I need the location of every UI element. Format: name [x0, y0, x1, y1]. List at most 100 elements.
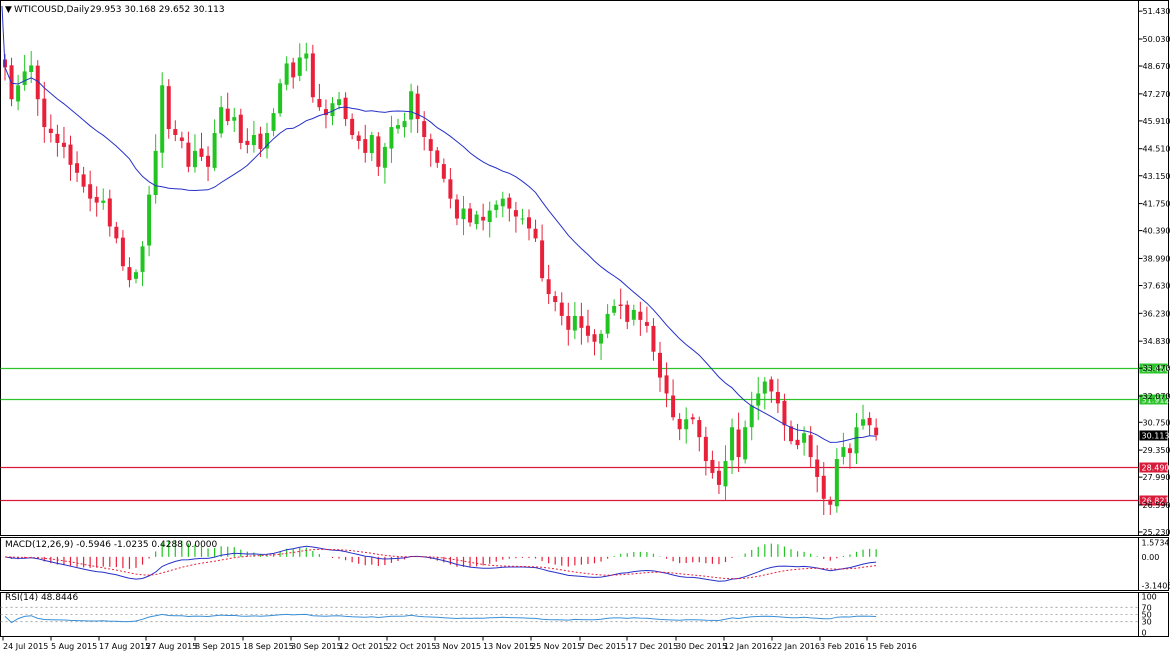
y-tick-label: 27.990 — [1143, 473, 1170, 482]
bull-candle — [612, 306, 616, 313]
bear-candle — [671, 396, 675, 418]
bull-candle — [750, 405, 754, 427]
bull-candle — [684, 419, 688, 429]
bear-candle — [619, 305, 623, 306]
bull-candle — [298, 57, 302, 75]
x-tick-label: 22 Jan 2016 — [772, 642, 820, 651]
bear-candle — [291, 62, 295, 77]
y-tick-label: 51.430 — [1143, 7, 1170, 16]
bear-candle — [422, 121, 426, 137]
bear-candle — [114, 227, 118, 239]
bull-candle — [861, 419, 865, 425]
menu-triangle-icon[interactable]: ▼ — [5, 5, 12, 15]
bear-candle — [448, 179, 452, 198]
bear-candle — [737, 429, 741, 457]
bull-candle — [573, 316, 577, 331]
bull-candle — [409, 91, 413, 119]
x-tick-label: 27 Aug 2015 — [146, 642, 197, 651]
bear-candle — [206, 156, 210, 167]
symbol-label: WTICOUSD,Daily — [14, 5, 90, 15]
x-tick-label: 30 Sep 2015 — [291, 642, 342, 651]
bull-candle — [403, 121, 407, 127]
support-level-label: 28.490 — [1142, 464, 1170, 473]
y-tick-label: 41.750 — [1143, 200, 1170, 209]
bear-candle — [442, 164, 446, 179]
bear-candle — [127, 267, 131, 280]
bull-candle — [802, 433, 806, 443]
bull-candle — [147, 195, 151, 246]
bull-candle — [756, 393, 760, 405]
bear-candle — [815, 460, 819, 477]
bear-candle — [55, 134, 59, 143]
bear-candle — [553, 296, 557, 302]
bear-candle — [344, 98, 348, 119]
bear-candle — [481, 217, 485, 221]
y-tick-label: 38.990 — [1143, 254, 1170, 263]
bull-candle — [232, 117, 236, 121]
bear-candle — [95, 197, 99, 203]
x-tick-label: 3 Nov 2015 — [435, 642, 481, 651]
x-tick-label: 13 Nov 2015 — [483, 642, 534, 651]
bull-candle — [278, 83, 282, 113]
bear-candle — [180, 137, 184, 140]
y-tick-label: 36.230 — [1143, 309, 1170, 318]
x-tick-label: 25 Nov 2015 — [531, 642, 582, 651]
y-tick-label: 44.510 — [1143, 145, 1170, 154]
bear-candle — [593, 334, 597, 342]
current-price-label: 30.113 — [1142, 432, 1170, 441]
x-tick-label: 17 Aug 2015 — [99, 642, 150, 651]
y-tick-label: 43.150 — [1143, 172, 1170, 181]
bear-candle — [167, 86, 171, 129]
bull-candle — [101, 201, 105, 203]
bear-candle — [651, 326, 655, 352]
bear-candle — [638, 312, 642, 320]
x-tick-label: 12 Oct 2015 — [339, 642, 388, 651]
bear-candle — [507, 198, 511, 209]
bull-candle — [462, 209, 466, 220]
bear-candle — [49, 129, 53, 133]
bear-candle — [376, 136, 380, 166]
bull-candle — [501, 199, 505, 207]
bear-candle — [75, 163, 79, 173]
bear-candle — [540, 240, 544, 278]
bear-candle — [547, 279, 551, 294]
macd-tick-label: -3.1405 — [1142, 582, 1170, 591]
rsi-tick-label: 0 — [1142, 629, 1147, 638]
bear-candle — [357, 135, 361, 140]
bear-candle — [239, 115, 243, 143]
y-tick-label: 47.270 — [1143, 90, 1170, 99]
bear-candle — [245, 141, 249, 145]
bull-candle — [213, 133, 217, 168]
bear-candle — [350, 119, 354, 135]
bull-candle — [370, 135, 374, 153]
bull-candle — [304, 54, 308, 59]
bear-candle — [88, 184, 92, 198]
bull-candle — [193, 151, 197, 167]
bear-candle — [717, 471, 721, 485]
y-tick-label: 40.390 — [1143, 227, 1170, 236]
bear-candle — [42, 99, 46, 127]
y-tick-label: 30.750 — [1143, 418, 1170, 427]
bear-candle — [534, 229, 538, 239]
bull-candle — [599, 334, 603, 344]
bull-candle — [724, 461, 728, 486]
bear-candle — [121, 238, 125, 267]
bull-candle — [488, 211, 492, 222]
bear-candle — [173, 129, 177, 135]
bear-candle — [665, 375, 669, 393]
bear-candle — [579, 316, 583, 328]
bull-candle — [396, 125, 400, 129]
x-tick-label: 22 Oct 2015 — [387, 642, 436, 651]
bull-candle — [383, 147, 387, 168]
bull-candle — [134, 272, 138, 279]
bull-candle — [337, 99, 341, 105]
bull-candle — [841, 447, 845, 457]
bear-candle — [828, 500, 832, 505]
bear-candle — [429, 139, 433, 151]
x-tick-label: 18 Sep 2015 — [243, 642, 294, 651]
bear-candle — [769, 379, 773, 391]
bear-candle — [527, 217, 531, 228]
bull-candle — [272, 113, 276, 131]
macd-tick-label: 1.5734 — [1142, 539, 1170, 548]
